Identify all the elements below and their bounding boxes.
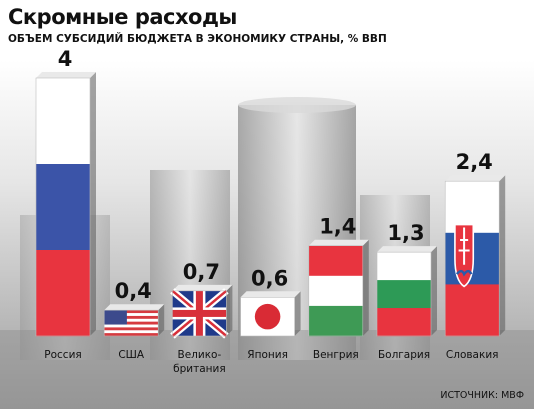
bar-side	[362, 239, 369, 336]
bar-top	[240, 291, 301, 298]
slovakia-flag	[445, 181, 500, 337]
bar-1	[35, 72, 96, 337]
bar-side	[90, 72, 96, 336]
source-note: ИСТОЧНИК: МВФ	[440, 390, 524, 401]
bar-7	[444, 175, 506, 337]
bar-side	[431, 246, 437, 336]
bulgaria-flag	[377, 252, 431, 337]
bar-top	[445, 175, 506, 182]
uk-flag	[170, 288, 229, 339]
value-label: 1,4	[319, 215, 356, 239]
value-label: 1,3	[387, 221, 424, 245]
japan-flag	[240, 297, 295, 336]
bar-4	[240, 291, 301, 337]
chart-subtitle: ОБЪЕМ СУБСИДИЙ БЮДЖЕТА В ЭКОНОМИКУ СТРАН…	[8, 33, 387, 45]
value-label: 4	[58, 47, 73, 71]
bar-top	[308, 239, 369, 246]
value-label: 2,4	[456, 150, 493, 174]
bar-top	[104, 304, 165, 311]
bar-side	[226, 284, 233, 336]
hungary-flag	[308, 245, 363, 337]
chart-title: Скромные расходы	[8, 5, 237, 29]
bar-2	[103, 304, 165, 337]
bar-top	[172, 284, 233, 291]
category-label: Болгария	[378, 349, 430, 361]
category-label: Словакия	[446, 349, 499, 361]
bar-top	[36, 72, 96, 78]
bar-side	[158, 304, 165, 336]
category-label: Венгрия	[313, 349, 359, 361]
category-label: Россия	[44, 349, 81, 361]
bar-side	[499, 175, 506, 336]
value-label: 0,7	[183, 260, 220, 284]
bar-5	[308, 239, 369, 337]
usa-flag	[104, 310, 159, 337]
bar-3	[170, 284, 233, 339]
category-label: Велико-британия	[173, 349, 226, 375]
bar-top	[377, 246, 437, 253]
bar-side	[294, 291, 301, 336]
value-label: 0,6	[251, 266, 288, 290]
category-label: Япония	[247, 349, 288, 361]
value-label: 0,4	[115, 279, 152, 303]
category-label: США	[118, 349, 145, 361]
bar-6	[376, 246, 437, 337]
russia-flag	[36, 78, 90, 337]
